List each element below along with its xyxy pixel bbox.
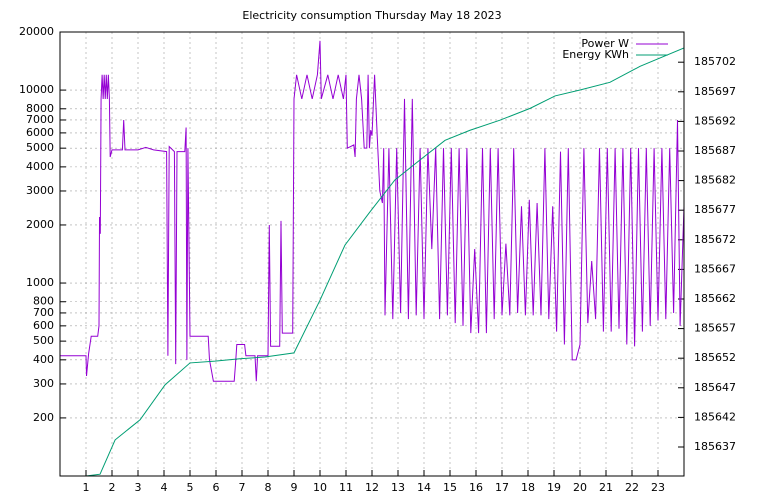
x-tick-label: 20 bbox=[573, 481, 587, 494]
x-tick-label: 2 bbox=[109, 481, 116, 494]
y2-tick-label: 185662 bbox=[694, 292, 736, 305]
y2-tick-label: 185667 bbox=[694, 262, 736, 275]
y-tick-label: 1000 bbox=[26, 276, 54, 289]
x-tick-label: 21 bbox=[599, 481, 613, 494]
legend-label: Energy KWh bbox=[562, 48, 629, 61]
x-tick-label: 7 bbox=[239, 481, 246, 494]
y-tick-label: 8000 bbox=[26, 102, 54, 115]
y-tick-label: 400 bbox=[33, 353, 54, 366]
legend-label: Power W bbox=[581, 37, 629, 50]
y2-tick-label: 185677 bbox=[694, 203, 736, 216]
y2-tick-label: 185697 bbox=[694, 85, 736, 98]
y2-tick-label: 185672 bbox=[694, 233, 736, 246]
y-tick-label: 700 bbox=[33, 306, 54, 319]
x-tick-label: 19 bbox=[547, 481, 561, 494]
y-tick-label: 6000 bbox=[26, 126, 54, 139]
y2-tick-label: 185692 bbox=[694, 114, 736, 127]
x-tick-label: 5 bbox=[187, 481, 194, 494]
y-tick-label: 500 bbox=[33, 334, 54, 347]
plot-frame bbox=[59, 31, 685, 477]
y-tick-label: 5000 bbox=[26, 141, 54, 154]
y-tick-label: 800 bbox=[33, 295, 54, 308]
x-tick-label: 11 bbox=[339, 481, 353, 494]
y-tick-label: 3000 bbox=[26, 184, 54, 197]
y2-tick-label: 185687 bbox=[694, 144, 736, 157]
y2-tick-label: 185642 bbox=[694, 410, 736, 423]
x-tick-label: 1 bbox=[83, 481, 90, 494]
y2-tick-label: 185657 bbox=[694, 322, 736, 335]
x-tick-label: 9 bbox=[291, 481, 298, 494]
x-tick-label: 17 bbox=[495, 481, 509, 494]
y-tick-label: 2000 bbox=[26, 218, 54, 231]
y-tick-label: 200 bbox=[33, 411, 54, 424]
y-tick-label: 4000 bbox=[26, 160, 54, 173]
x-tick-label: 12 bbox=[365, 481, 379, 494]
x-tick-label: 13 bbox=[391, 481, 405, 494]
x-tick-label: 15 bbox=[443, 481, 457, 494]
series-line bbox=[60, 40, 684, 382]
x-tick-label: 18 bbox=[521, 481, 535, 494]
x-tick-label: 6 bbox=[213, 481, 220, 494]
x-tick-label: 14 bbox=[417, 481, 431, 494]
y2-tick-label: 185652 bbox=[694, 351, 736, 364]
chart-title: Electricity consumption Thursday May 18 … bbox=[242, 9, 501, 22]
x-tick-label: 22 bbox=[625, 481, 639, 494]
y-tick-label: 20000 bbox=[19, 25, 54, 38]
series-line bbox=[85, 47, 684, 476]
y-tick-label: 300 bbox=[33, 377, 54, 390]
y2-tick-label: 185702 bbox=[694, 55, 736, 68]
y2-tick-label: 185647 bbox=[694, 381, 736, 394]
x-tick-label: 3 bbox=[135, 481, 142, 494]
y-tick-label: 7000 bbox=[26, 113, 54, 126]
y-tick-label: 600 bbox=[33, 319, 54, 332]
y2-tick-label: 185637 bbox=[694, 440, 736, 453]
x-tick-label: 8 bbox=[265, 481, 272, 494]
x-tick-label: 10 bbox=[313, 481, 327, 494]
x-tick-label: 23 bbox=[651, 481, 665, 494]
x-tick-label: 16 bbox=[469, 481, 483, 494]
x-tick-label: 4 bbox=[161, 481, 168, 494]
y2-tick-label: 185682 bbox=[694, 174, 736, 187]
y-tick-label: 10000 bbox=[19, 83, 54, 96]
